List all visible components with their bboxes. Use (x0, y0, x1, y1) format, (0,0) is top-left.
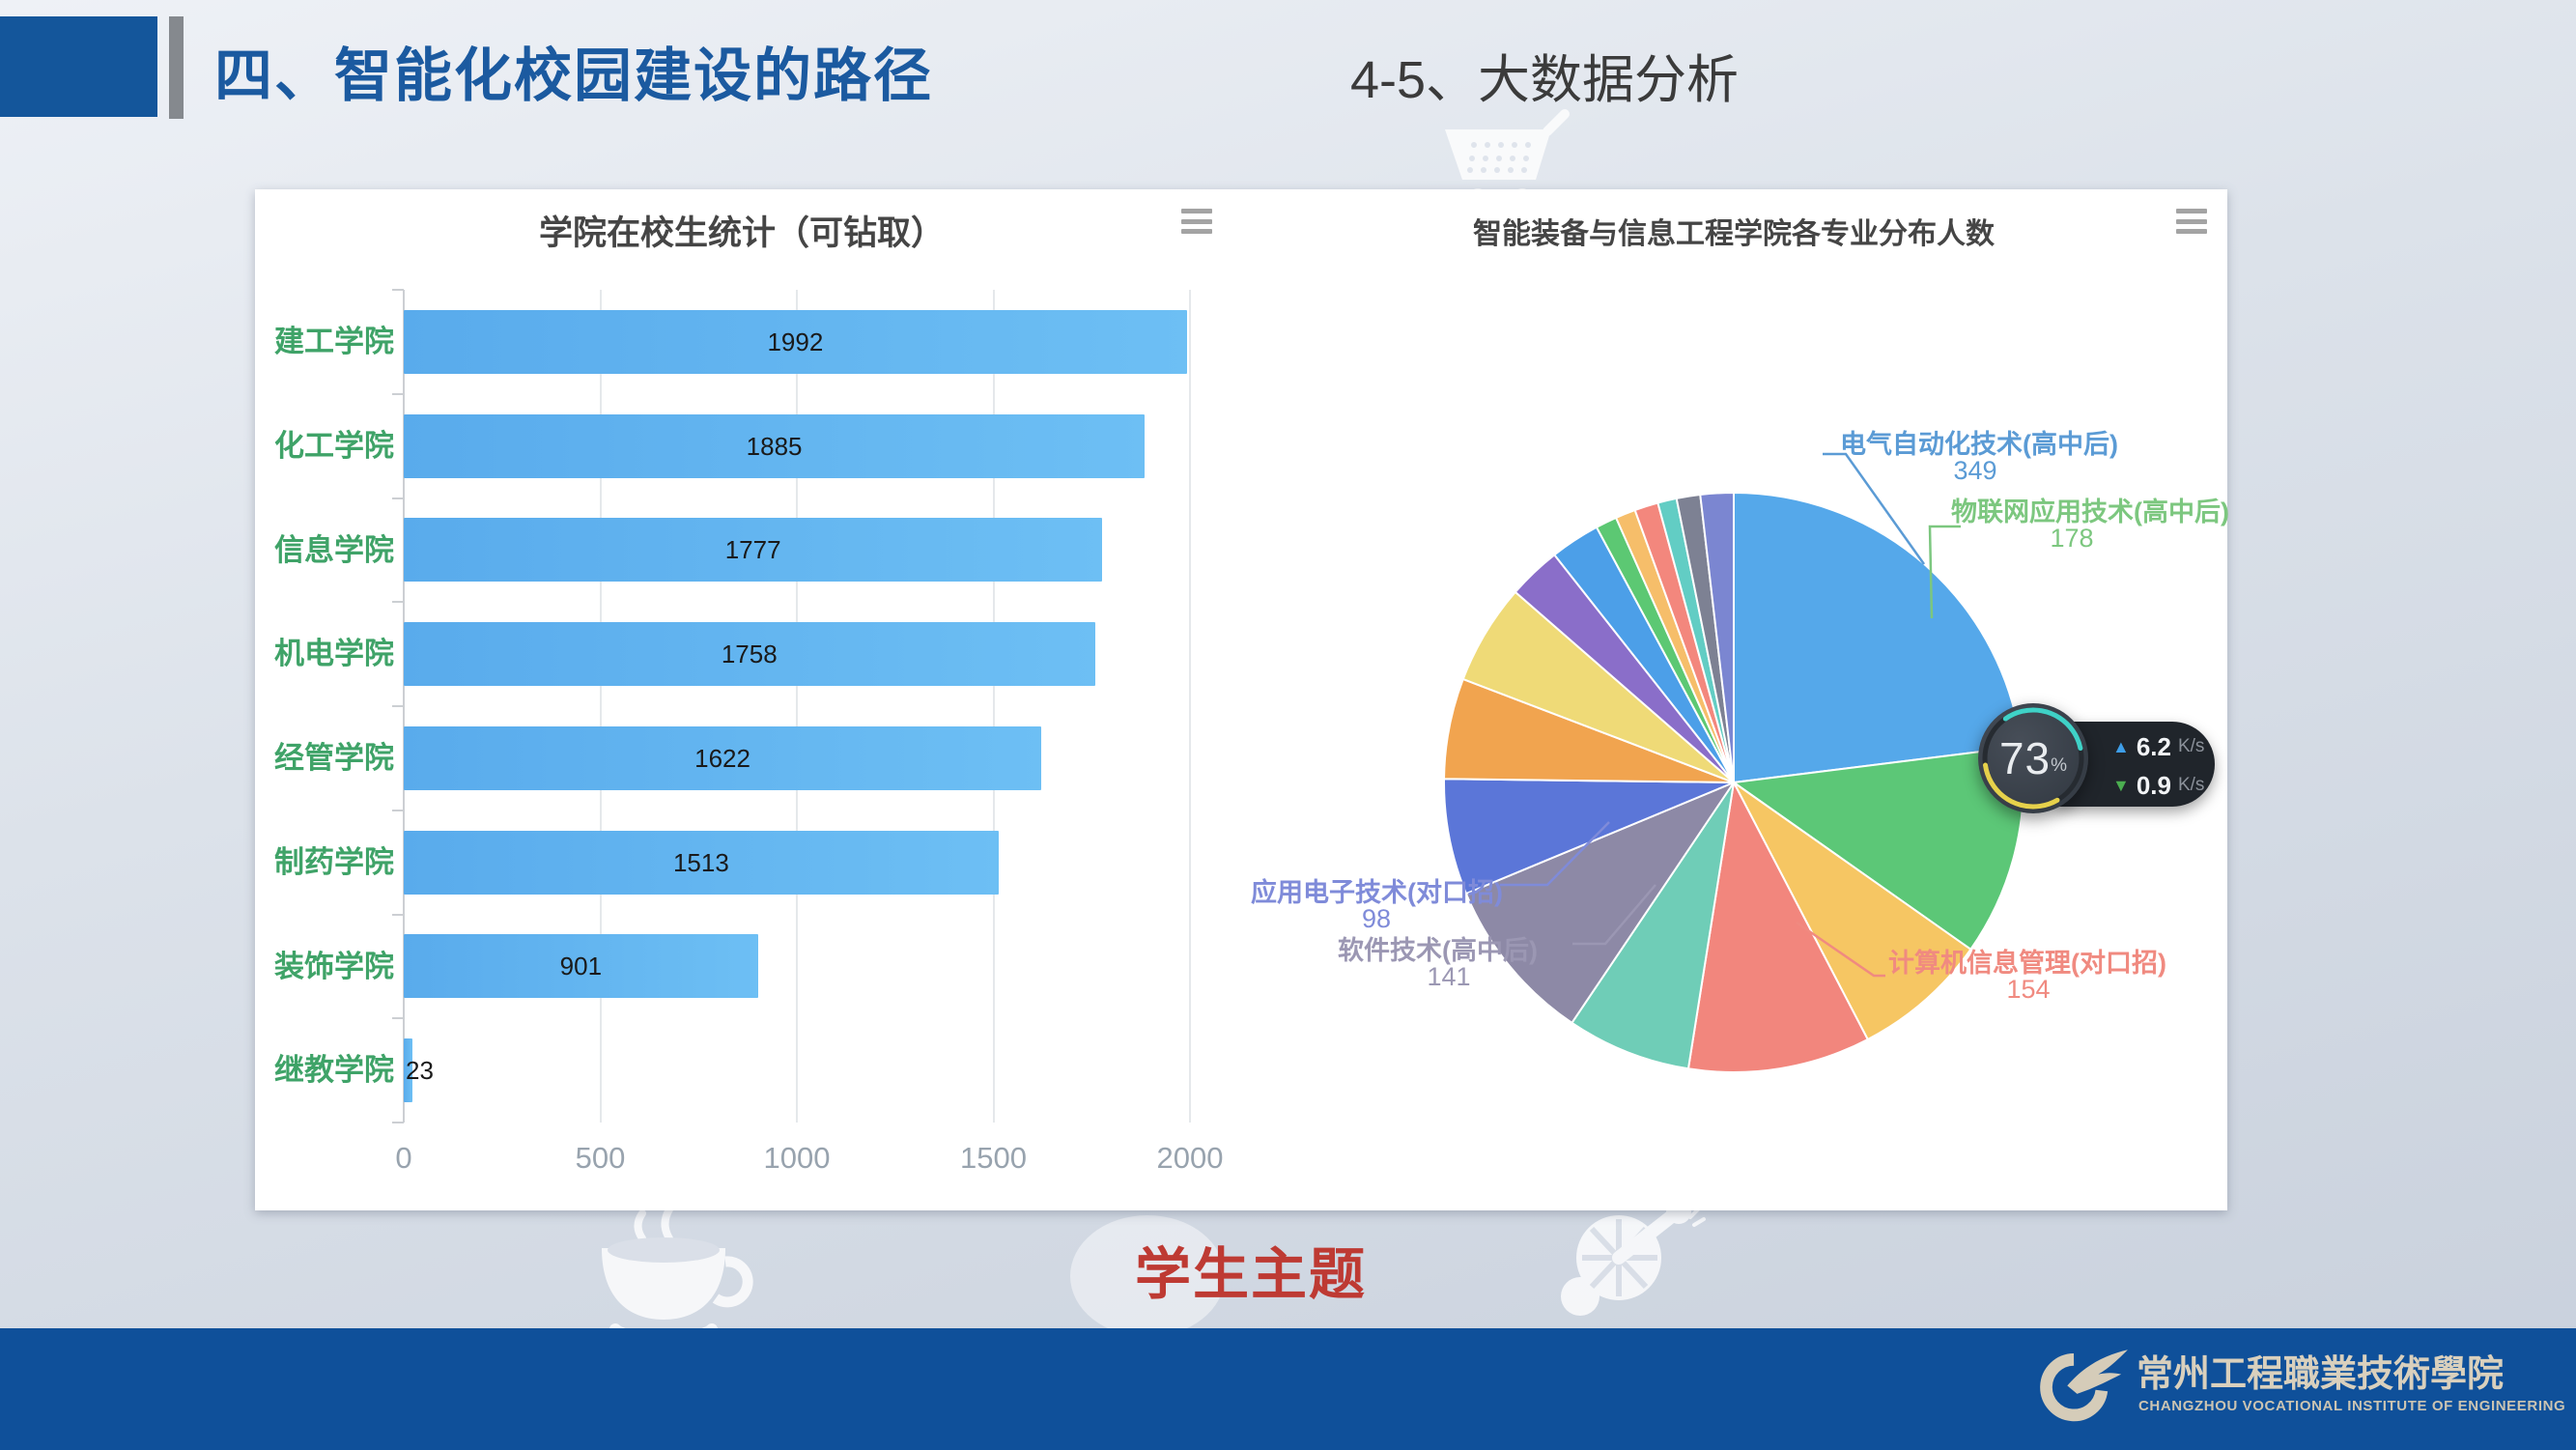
corner-accent-bar (169, 16, 184, 119)
pie-chart-menu-icon[interactable] (2176, 209, 2207, 234)
upload-speed-row: ▲ 6.2 K/s (2112, 727, 2209, 766)
school-name-cn: 常州工程職業技術學院 (2137, 1354, 2505, 1395)
bar-建工学院[interactable] (404, 309, 1187, 374)
bar-value-label: 1513 (672, 847, 729, 877)
pie-value-应用电子技术(对口招): 98 (1361, 904, 1392, 933)
pie-label-应用电子技术(对口招): 应用电子技术(对口招) (1251, 878, 1503, 907)
category-label: 装饰学院 (274, 949, 394, 983)
charts-panel: 学院在校生统计（可钻取） 智能装备与信息工程学院各专业分布人数 0 500 1000… (255, 189, 2229, 1210)
bar-chart-title: 学院在校生统计（可钻取） (538, 214, 945, 252)
gridline (599, 290, 602, 1123)
category-label: 制药学院 (274, 844, 394, 879)
section-subtitle: 4-5、大数据分析 (1350, 51, 1740, 109)
gridline (992, 290, 995, 1123)
satellite-dish-icon (1543, 1198, 1708, 1323)
download-speed-value: 0.9 (2136, 770, 2171, 800)
category-label: 机电学院 (274, 637, 394, 671)
bar-信息学院[interactable] (404, 518, 1103, 583)
bar-化工学院[interactable] (404, 413, 1146, 478)
pie-label-电气自动化技术(高中后): 电气自动化技术(高中后) (1840, 430, 2118, 459)
category-label: 建工学院 (274, 325, 394, 358)
x-axis-tick-label: 1500 (960, 1141, 1027, 1175)
slide-caption: 学生主题 (1134, 1243, 1367, 1306)
footer-bar: 常州工程職業技術學院 CHANGZHOU VOCATIONAL INSTITUT… (0, 1328, 2576, 1450)
x-axis-tick-label: 2000 (1156, 1141, 1224, 1175)
watermark-blob (1070, 1215, 1225, 1337)
pie-slice-2[interactable] (1733, 782, 1972, 1040)
pie-slice-应用电子技术(对口招)[interactable] (1443, 778, 1735, 896)
bar-value-label: 1992 (767, 327, 824, 356)
bar-chart-menu-icon[interactable] (1181, 209, 1212, 234)
pie-value-软件技术(高中后): 141 (1427, 962, 1471, 991)
bar-value-label: 1758 (721, 640, 778, 669)
pie-slice-软件技术(高中后)[interactable] (1464, 782, 1735, 1024)
pie-label-物联网应用技术(高中后): 物联网应用技术(高中后) (1951, 498, 2229, 526)
category-label: 信息学院 (274, 532, 394, 567)
y-axis-line (403, 290, 405, 1123)
x-axis-tick-label: 0 (395, 1141, 412, 1175)
download-arrow-icon: ▼ (2112, 776, 2130, 795)
bar-value-label: 1885 (746, 431, 803, 461)
pie-value-电气自动化技术(高中后): 349 (1953, 456, 1997, 485)
pie-value-计算机信息管理(对口招): 154 (2006, 975, 2051, 1004)
axis-tick-mark (392, 1122, 404, 1123)
corner-accent-block (0, 16, 157, 117)
bar-value-label: 23 (406, 1056, 434, 1086)
pie-slice-计算机信息管理(对口招)[interactable] (1686, 782, 1869, 1073)
upload-speed-value: 6.2 (2136, 731, 2171, 761)
bar-经管学院[interactable] (404, 725, 1042, 790)
bar-value-label: 901 (559, 952, 603, 981)
bar-制药学院[interactable] (404, 830, 999, 895)
pie-leader-line (1572, 884, 1656, 946)
pie-label-软件技术(高中后): 软件技术(高中后) (1338, 936, 1538, 965)
pie-leader-line (1796, 921, 1885, 978)
axis-tick-mark (392, 705, 404, 707)
pie-slice-电气自动化技术(高中后)[interactable] (1733, 492, 2023, 783)
category-label: 化工学院 (274, 428, 394, 463)
pie-value-物联网应用技术(高中后): 178 (2050, 524, 2094, 553)
pie-leader-line (1500, 821, 1610, 887)
x-axis-tick-label: 500 (575, 1141, 626, 1175)
percent-text: 73 % (1998, 733, 2068, 783)
bar-装饰学院[interactable] (404, 934, 758, 999)
axis-tick-mark (392, 392, 404, 395)
percent-badge[interactable]: 73 % (1978, 703, 2088, 813)
axis-tick-mark (392, 601, 404, 604)
axis-tick-mark (392, 913, 404, 916)
x-axis-tick-label: 1000 (763, 1141, 831, 1175)
bar-继教学院[interactable] (404, 1038, 413, 1103)
pie-label-计算机信息管理(对口招): 计算机信息管理(对口招) (1888, 949, 2166, 978)
bar-value-label: 1777 (724, 535, 781, 565)
pie-leader-line (1928, 525, 1961, 619)
upload-arrow-icon: ▲ (2112, 737, 2130, 756)
upload-speed-unit: K/s (2177, 736, 2205, 756)
bar-value-label: 1622 (694, 743, 750, 773)
bar-机电学院[interactable] (404, 622, 1095, 687)
pie-slice-4[interactable] (1571, 782, 1735, 1070)
school-name-en: CHANGZHOU VOCATIONAL INSTITUTE OF ENGINE… (2138, 1398, 2566, 1414)
pie-chart (1443, 452, 2024, 1073)
pie-leader-line (1823, 452, 1926, 565)
download-speed-row: ▼ 0.9 K/s (2112, 766, 2209, 805)
category-label: 经管学院 (274, 741, 394, 775)
gridline (796, 290, 798, 1123)
axis-tick-mark (392, 289, 404, 291)
pie-slice-16[interactable] (1699, 492, 1735, 783)
axis-tick-mark (392, 497, 404, 499)
axis-tick-mark (392, 1017, 404, 1020)
download-speed-unit: K/s (2177, 775, 2205, 795)
page-title: 四、智能化校园建设的路径 (214, 43, 933, 108)
coffee-cup-icon (575, 1206, 768, 1341)
pie-chart-title: 智能装备与信息工程学院各专业分布人数 (1473, 218, 1995, 250)
category-label: 继教学院 (274, 1053, 394, 1088)
axis-tick-mark (392, 809, 404, 811)
gridline (1189, 290, 1191, 1123)
